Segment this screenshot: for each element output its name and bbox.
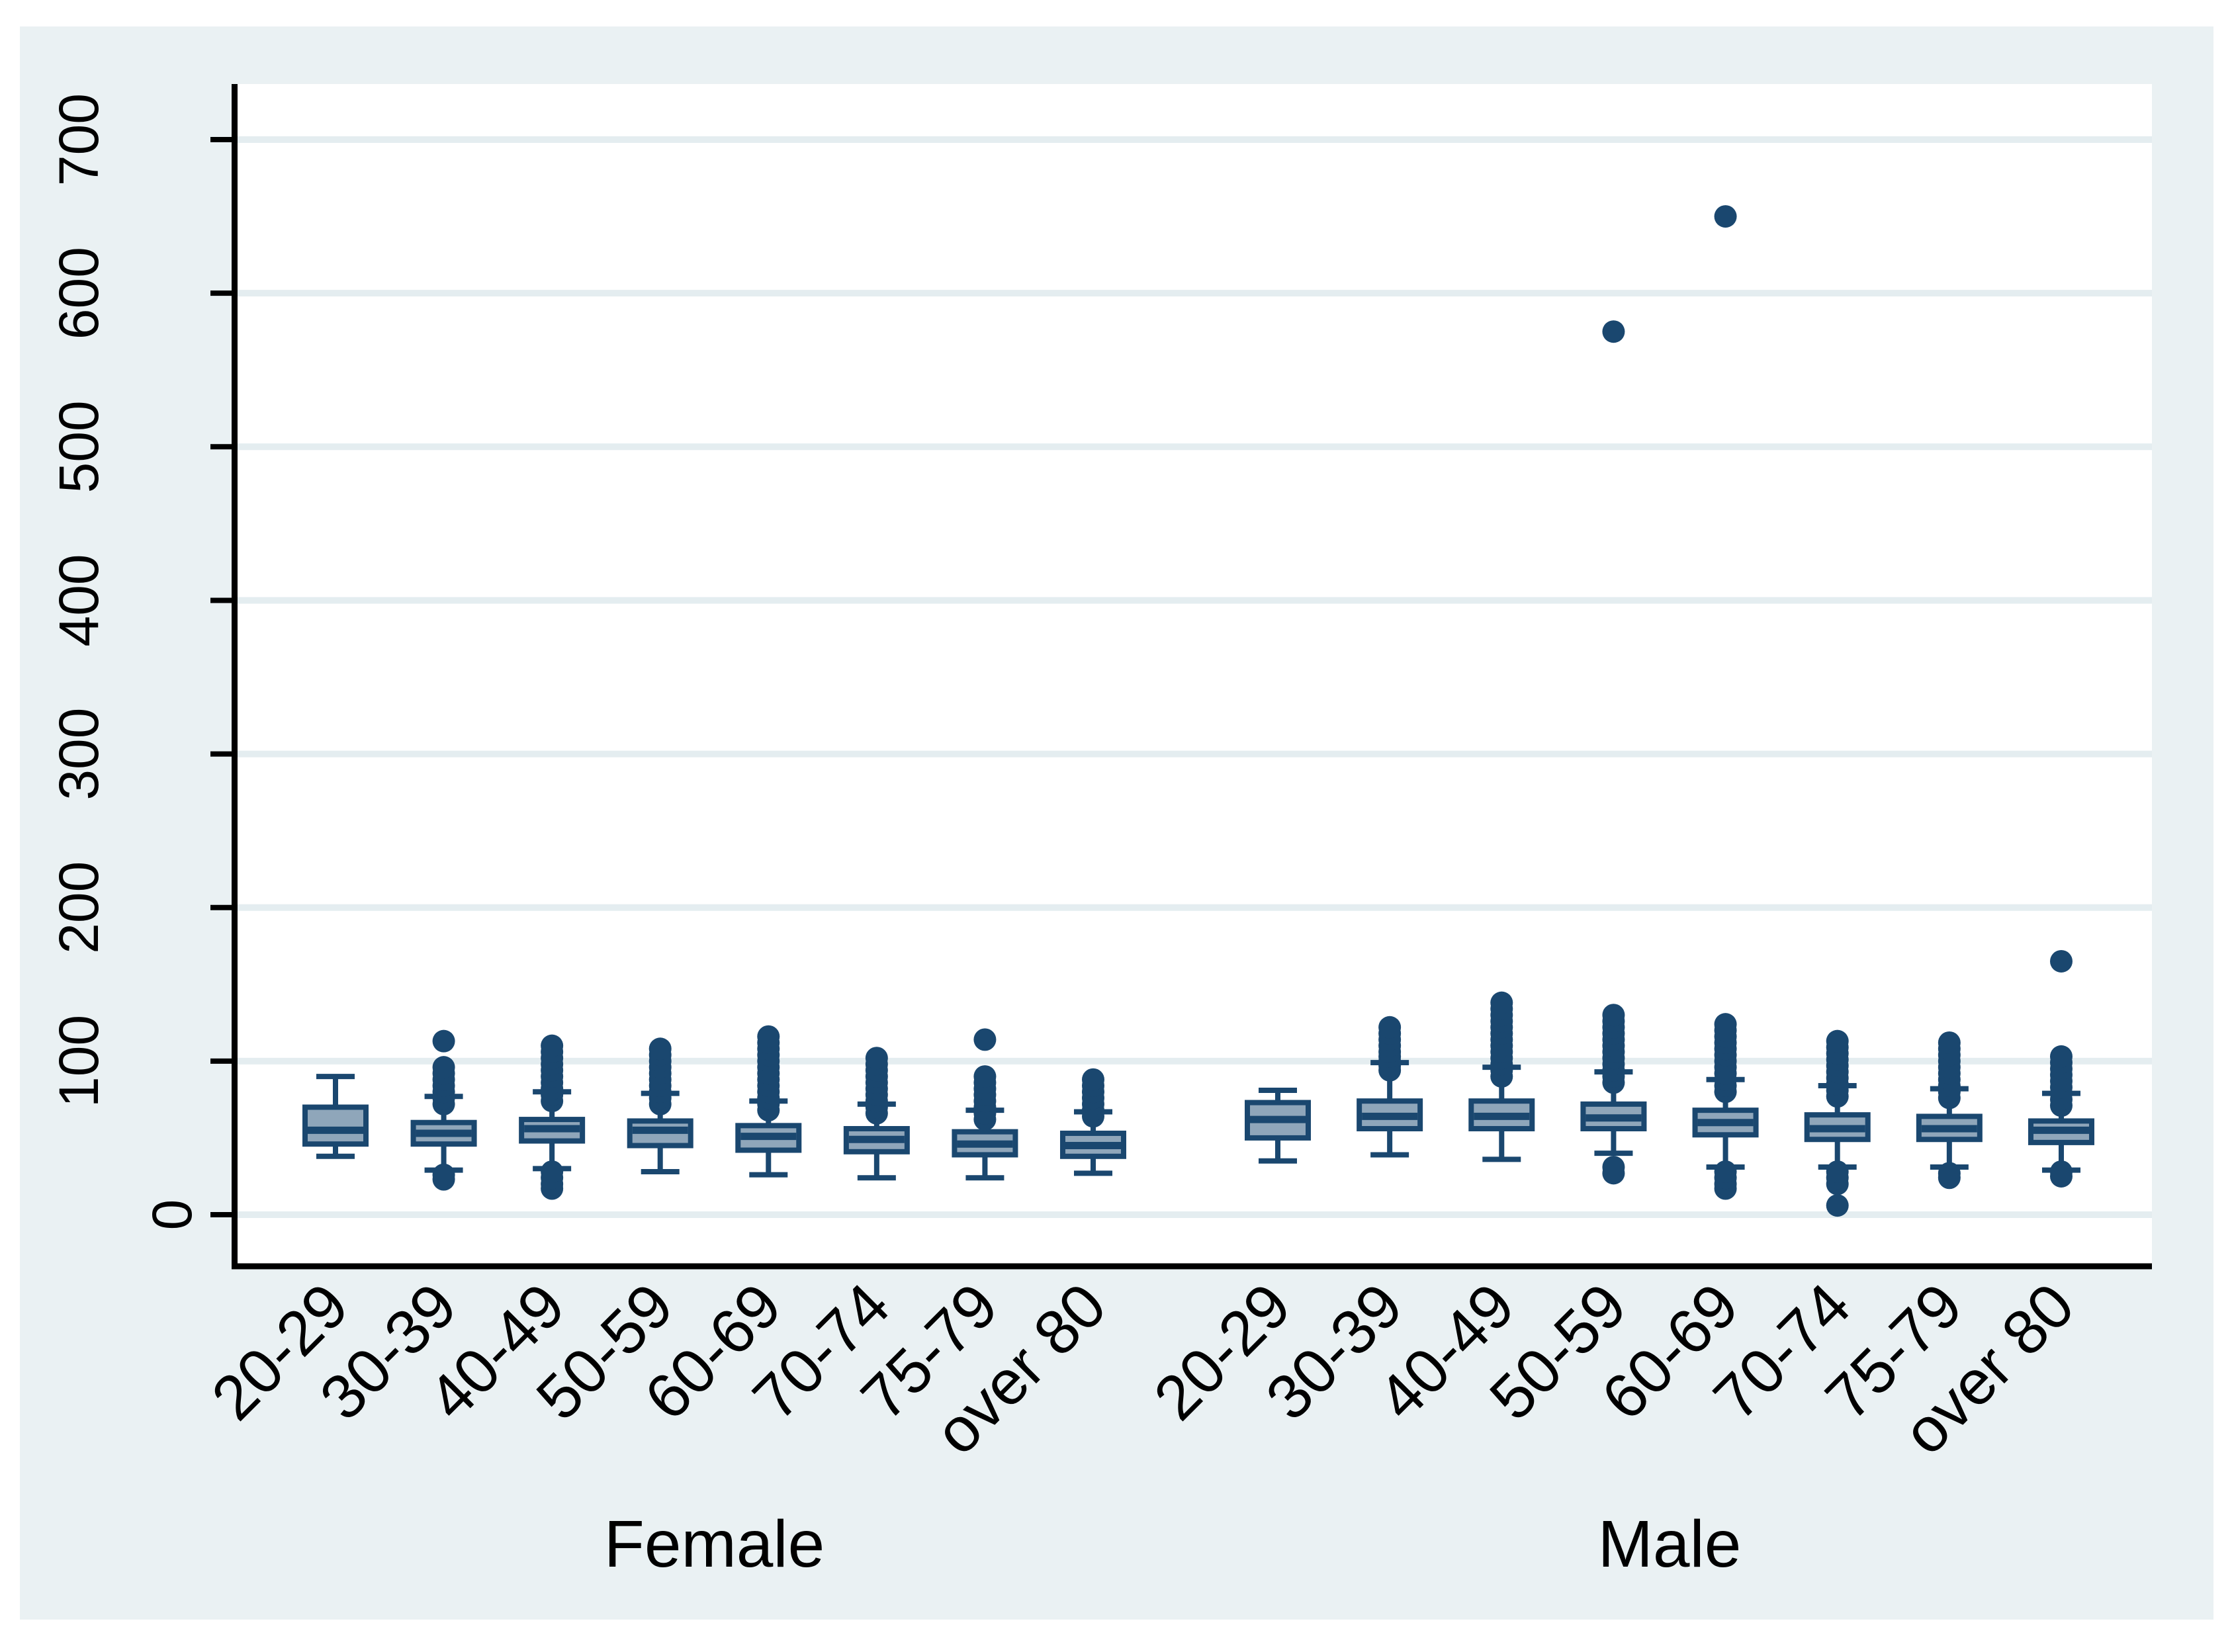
group-label-female: Female (604, 1507, 825, 1581)
outlier-dot (1490, 991, 1513, 1014)
outlier-dot (1826, 1160, 1849, 1184)
box-female-75-79 (952, 1028, 1018, 1181)
y-tick-label: 600 (48, 247, 110, 339)
outlier-dot (541, 1034, 564, 1057)
box-female-30-39 (410, 1029, 477, 1191)
outlier-dot (973, 1065, 997, 1088)
y-tick-label: 400 (48, 554, 110, 646)
outlier-dot (1938, 1162, 1961, 1185)
plot-area (237, 84, 2152, 1266)
box-female-over-80 (1059, 1068, 1126, 1176)
box-female-70-74 (843, 1047, 910, 1181)
outlier-dot (1714, 1013, 1737, 1036)
outlier-dot (2049, 949, 2073, 973)
box-male-20-29 (1245, 1087, 1311, 1164)
box-female-40-49 (519, 1034, 586, 1200)
box-male-70-74 (1804, 1029, 1871, 1217)
outlier-dot (432, 1163, 455, 1186)
y-axis-ticks: 0 100 200 300 400 500 600 700 (48, 93, 235, 1230)
y-tick-label: 200 (48, 861, 110, 954)
box-male-50-59 (1580, 320, 1647, 1185)
outlier-dot (1714, 1160, 1737, 1184)
outlier-dot (648, 1037, 672, 1061)
box-male-40-49 (1468, 991, 1535, 1162)
box-group-male (1245, 205, 2094, 1217)
group-label-male: Male (1598, 1507, 1742, 1581)
box-male-30-39 (1357, 1016, 1423, 1158)
y-tick-label: 300 (48, 708, 110, 801)
outlier-dot (1602, 1156, 1625, 1179)
outlier-dot (1602, 320, 1625, 343)
outlier-dot (2049, 1045, 2073, 1068)
outlier-dot (432, 1056, 455, 1079)
y-tick-label: 100 (48, 1015, 110, 1108)
y-tick-label: 500 (48, 400, 110, 493)
outlier-dot (1826, 1029, 1849, 1053)
box-female-20-29 (302, 1074, 369, 1159)
box-group-female (302, 1025, 1126, 1200)
box-female-60-69 (735, 1025, 802, 1178)
outlier-dot (757, 1025, 780, 1048)
y-tick-label: 0 (141, 1199, 203, 1231)
outlier-dot (2049, 1160, 2073, 1184)
outlier-dot (1081, 1068, 1104, 1091)
outlier-dot (541, 1160, 564, 1184)
y-tick-label: 700 (48, 93, 110, 186)
outlier-dot (432, 1029, 455, 1053)
outlier-dot (1714, 205, 1737, 228)
outlier-dot (1378, 1016, 1402, 1039)
box-male-over-80 (2028, 949, 2094, 1188)
outlier-dot (1602, 1004, 1625, 1027)
outlier-dot (865, 1047, 888, 1070)
box-male-60-69 (1692, 205, 1759, 1200)
outlier-dot (973, 1028, 997, 1051)
box-female-50-59 (627, 1037, 693, 1175)
box-male-75-79 (1916, 1031, 1983, 1190)
outlier-dot (1938, 1031, 1961, 1055)
iqr-box (302, 1104, 369, 1147)
outlier-dot (1826, 1194, 1849, 1217)
